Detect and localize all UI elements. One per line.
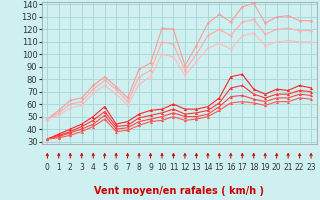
X-axis label: Vent moyen/en rafales ( km/h ): Vent moyen/en rafales ( km/h ) (94, 186, 264, 196)
